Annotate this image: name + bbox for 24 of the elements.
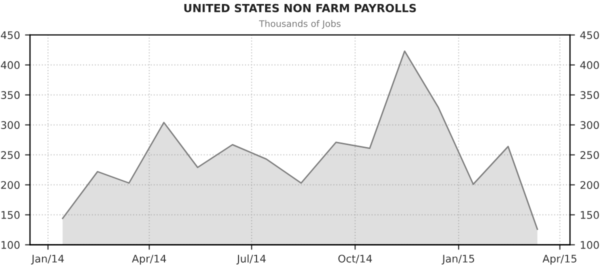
y-tick-label: 250 [1, 151, 20, 159]
y-tick-label: 150 [2, 211, 20, 219]
x-tick-label: Jan/15 [442, 254, 474, 265]
y2-tick-label: 100 [580, 241, 599, 249]
y2-tick-label: 200 [580, 181, 599, 189]
x-tick-label: Oct/14 [338, 254, 372, 264]
y2-tick-label: 400 [580, 61, 599, 70]
y-tick-label: 300 [1, 121, 20, 129]
y2-tick-label: 150 [580, 211, 599, 219]
chart-subtitle: Thousands of Jobs [259, 20, 341, 29]
y2-tick-label: 250 [580, 151, 599, 159]
y-tick-label: 400 [0, 61, 20, 70]
x-tick-label: Jul/14 [236, 254, 266, 265]
y2-tick-label: 350 [580, 91, 599, 100]
y-tick-label: 200 [1, 181, 20, 189]
y-tick-label: 100 [2, 241, 20, 249]
chart-title: UNITED STATES NON FARM PAYROLLS [184, 4, 416, 12]
y-tick-label: 450 [0, 31, 20, 40]
x-tick-label: Apr/15 [542, 254, 576, 265]
x-tick-label: Jan/14 [31, 254, 64, 265]
x-tick-label: Apr/14 [132, 254, 166, 265]
y-tick-label: 350 [1, 91, 20, 100]
y2-tick-label: 300 [580, 121, 599, 129]
y2-tick-label: 450 [580, 31, 599, 40]
